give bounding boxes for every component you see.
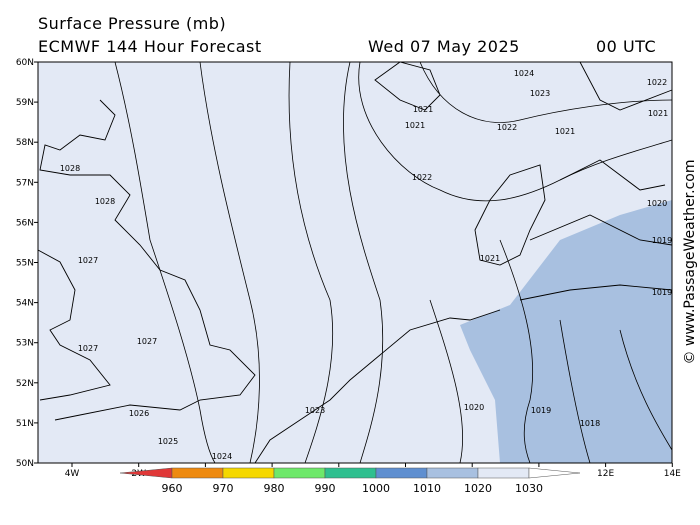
latitude-label: 59N xyxy=(16,98,34,108)
colorbar-segment xyxy=(477,467,530,479)
isobar-label: 1024 xyxy=(514,69,534,78)
latitude-label: 54N xyxy=(16,299,34,309)
title: Surface Pressure (mb) xyxy=(38,14,226,33)
isobar-label: 1028 xyxy=(95,197,115,206)
latitude-label: 57N xyxy=(16,178,34,188)
isobar-label: 1020 xyxy=(647,199,667,208)
isobar-label: 1027 xyxy=(137,337,157,346)
latitude-label: 50N xyxy=(16,459,34,469)
colorbar-label: 1020 xyxy=(464,482,492,495)
isobars xyxy=(114,61,673,464)
isobar-label: 1023 xyxy=(305,406,325,415)
isobar-label: 1027 xyxy=(78,256,98,265)
isobar-label: 1023 xyxy=(530,89,550,98)
colorbar-label: 990 xyxy=(315,482,336,495)
longitude-label: 14E xyxy=(664,469,681,479)
isobar-label: 1020 xyxy=(464,403,484,412)
isobar-labels: 1028 1028 1027 1027 1027 1026 1025 1024 1023 1022… xyxy=(60,69,672,461)
colorbar-label: 980 xyxy=(264,482,285,495)
latitude-label: 55N xyxy=(16,259,34,269)
latitude-label: 52N xyxy=(16,379,34,389)
isobar-label: 1021 xyxy=(413,105,433,114)
colorbar-segment xyxy=(324,467,377,479)
colorbar-segment xyxy=(171,467,224,479)
model: ECMWF 144 Hour Forecast xyxy=(38,37,262,56)
isobar-label: 1021 xyxy=(648,109,668,118)
longitude-label: 4W xyxy=(65,469,80,479)
isobar-label: 1021 xyxy=(405,121,425,130)
latitude-label: 58N xyxy=(16,138,34,148)
colorbar-label: 970 xyxy=(213,482,234,495)
watermark: © www.PassageWeather.com xyxy=(682,159,698,364)
colorbar-label: 960 xyxy=(162,482,183,495)
date: Wed 07 May 2025 xyxy=(368,37,520,56)
colorbar: 960 970 980 990 1000 1010 1020 1030 xyxy=(119,467,581,495)
latitude-label: 51N xyxy=(16,419,34,429)
isobar-label: 1021 xyxy=(480,254,500,263)
colorbar-label: 1030 xyxy=(515,482,543,495)
colorbar-segment xyxy=(426,467,479,479)
isobar-label: 1019 xyxy=(652,288,672,297)
isobar-label: 1022 xyxy=(497,123,517,132)
map xyxy=(37,61,673,464)
latitude-label: 60N xyxy=(16,58,34,68)
isobar-label: 1026 xyxy=(129,409,149,418)
isobar-label: 1018 xyxy=(580,419,600,428)
colorbar-segment xyxy=(273,467,326,479)
isobar-label: 1025 xyxy=(158,437,178,446)
colorbar-segment xyxy=(375,467,428,479)
isobar-label: 1021 xyxy=(555,127,575,136)
colorbar-segment xyxy=(222,467,275,479)
isobar-label: 1022 xyxy=(412,173,432,182)
isobar-label: 1022 xyxy=(647,78,667,87)
colorbar-label: 1010 xyxy=(413,482,441,495)
low-pressure-area xyxy=(460,200,672,463)
isobar-label: 1019 xyxy=(531,406,551,415)
colorbar-tip xyxy=(528,467,581,479)
isobar-label: 1027 xyxy=(78,344,98,353)
colorbar-label: 1000 xyxy=(362,482,390,495)
coastlines xyxy=(37,61,673,464)
longitude-label: 12E xyxy=(597,469,614,479)
isobar-label: 1019 xyxy=(652,236,672,245)
isobar-label: 1024 xyxy=(212,452,232,461)
latitude-label: 56N xyxy=(16,218,34,228)
latitude-label: 53N xyxy=(16,339,34,349)
isobar-label: 1028 xyxy=(60,164,80,173)
time: 00 UTC xyxy=(596,37,656,56)
